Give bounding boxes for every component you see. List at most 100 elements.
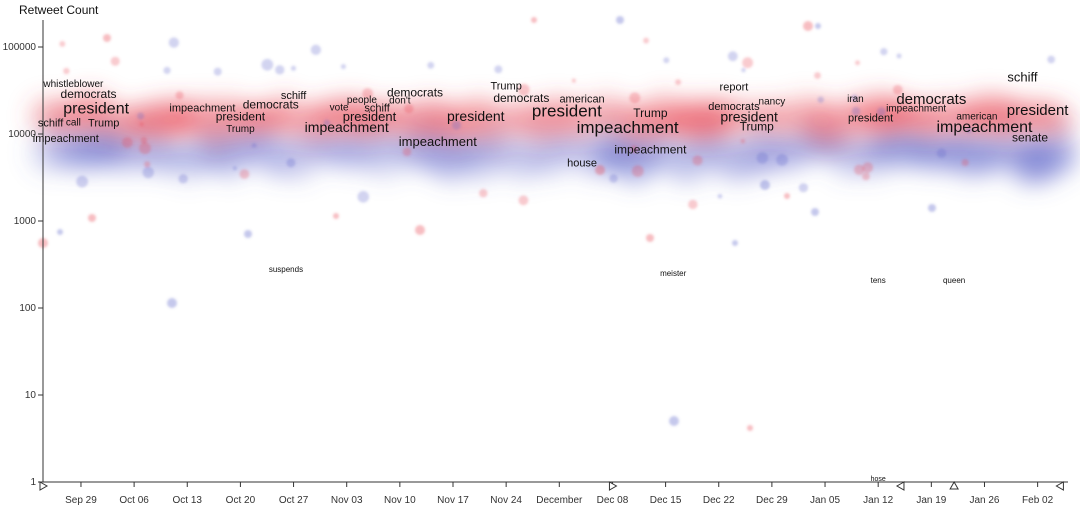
scatter-dot (518, 195, 529, 206)
scatter-dot (479, 188, 488, 198)
scatter-dot (756, 152, 769, 164)
scatter-dot (595, 165, 605, 175)
word-layer: whistleblower democrats president schiff cal… (33, 70, 1070, 483)
scatter-dot (137, 112, 145, 120)
scatter-dot (760, 180, 770, 190)
scatter-dot (776, 154, 788, 166)
red-density-hotspot (666, 102, 734, 142)
scatter-dot (232, 166, 237, 171)
scatter-dot (814, 72, 821, 79)
x-tick-label: Jan 26 (969, 495, 999, 506)
y-tick-label: 1000 (14, 216, 37, 227)
x-tick-label: Feb 02 (1022, 495, 1054, 506)
word-label: democrats (387, 86, 443, 100)
x-tick-label: Dec 22 (703, 495, 735, 506)
word-label: impeachment (33, 133, 99, 145)
scatter-dot (139, 142, 151, 155)
scatter-dot (244, 230, 252, 238)
scatter-dot (854, 164, 865, 175)
word-label: american (956, 111, 997, 122)
word-label: president (848, 112, 893, 124)
word-label: president (447, 108, 505, 124)
word-label: impeachment (305, 119, 389, 135)
scatter-dot (629, 92, 641, 104)
x-tick-label: Jan 19 (916, 495, 946, 506)
scatter-dot (643, 37, 649, 44)
x-tick-label: Dec 29 (756, 495, 788, 506)
scatter-dot (168, 37, 180, 48)
scatter-dot (747, 425, 753, 431)
word-label: hose (871, 476, 886, 483)
x-tick-label: Oct 27 (279, 495, 309, 506)
scatter-dot (646, 234, 654, 242)
scatter-dot (965, 127, 972, 134)
scatter-dot (862, 172, 870, 181)
word-label: meister (660, 269, 687, 278)
word-label: vote (330, 102, 349, 113)
scatter-dot (616, 16, 624, 24)
word-label: schiff (1007, 70, 1037, 85)
word-label: impeachment (577, 118, 679, 137)
event-marker[interactable] (39, 481, 49, 491)
blue-density-hotspot (1011, 138, 1079, 178)
y-axis-title: Retweet Count (19, 3, 99, 17)
event-marker[interactable] (1055, 481, 1064, 491)
scatter-dot-layer (38, 16, 1056, 431)
word-label: senate (1012, 130, 1048, 144)
scatter-dot (896, 53, 902, 59)
scatter-dot (803, 21, 813, 31)
red-density-band (28, 90, 1076, 148)
scatter-dot (175, 91, 184, 100)
scatter-dot (817, 96, 824, 103)
scatter-dot (357, 191, 370, 203)
word-label: president (343, 109, 397, 124)
x-tick-label: Nov 10 (384, 495, 416, 506)
scatter-dot (427, 61, 435, 69)
scatter-dot (862, 162, 874, 173)
scatter-dot (76, 175, 89, 188)
word-label: impeachment (399, 134, 477, 149)
blue-density-hotspot (596, 140, 664, 180)
scatter-dot (140, 136, 148, 144)
scatter-dot (740, 138, 746, 144)
word-label: call (66, 117, 81, 128)
y-tick-label: 100000 (3, 42, 37, 53)
scatter-dot (531, 17, 537, 23)
scatter-dot (732, 240, 738, 246)
scatter-dot (122, 137, 133, 148)
y-tick-label: 1 (30, 477, 36, 488)
word-label: whistleblower (42, 79, 104, 90)
scatter-dot (139, 121, 144, 127)
event-marker[interactable] (895, 481, 905, 491)
word-label: president (216, 109, 266, 123)
scatter-dot (717, 193, 723, 199)
event-marker[interactable] (608, 481, 618, 491)
scatter-dot (851, 106, 861, 116)
word-label: suspends (269, 265, 303, 274)
event-marker[interactable] (949, 480, 959, 490)
word-label: impeachment (936, 119, 1033, 136)
word-label: schiff (281, 90, 307, 102)
word-label: report (720, 82, 749, 94)
scatter-dot (692, 155, 703, 166)
word-label: don't (389, 96, 411, 107)
scatter-dot (675, 79, 682, 86)
word-label: Trump (740, 119, 775, 133)
word-label: democrats (708, 101, 760, 113)
density-band-layer (28, 90, 1079, 188)
word-label: president (532, 102, 602, 121)
scatter-dot (688, 199, 698, 210)
x-tick-label: Dec 15 (650, 495, 682, 506)
scatter-dot (815, 23, 821, 29)
x-tick-label: Sep 29 (65, 495, 97, 506)
scatter-dot (63, 67, 70, 75)
scatter-dot (630, 145, 638, 153)
scatter-dot (928, 204, 936, 212)
x-tick-label: Jan 05 (810, 495, 840, 506)
scatter-dot (494, 65, 503, 74)
scatter-dot (167, 298, 177, 308)
word-label: nancy (759, 96, 786, 107)
scatter-dot (142, 166, 154, 179)
scatter-dot (323, 119, 331, 127)
